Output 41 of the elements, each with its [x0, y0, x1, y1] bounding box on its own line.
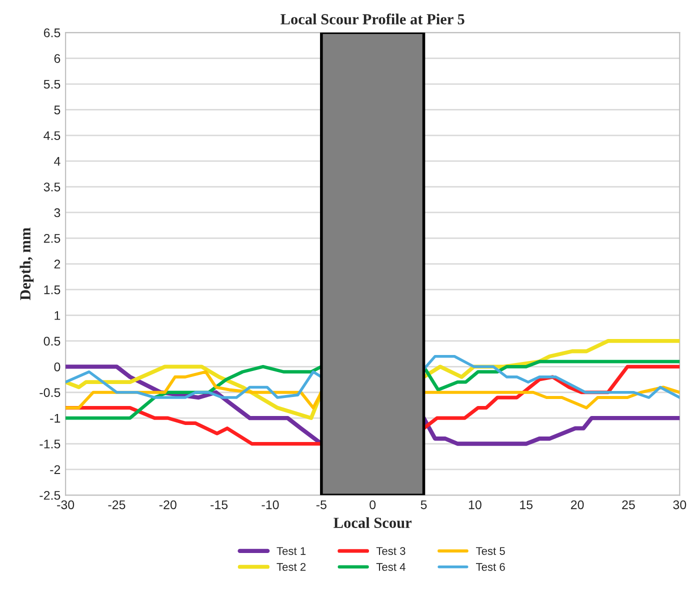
x-tick-label: 5 — [420, 500, 427, 510]
y-tick-label: 2.5 — [44, 234, 60, 243]
y-tick-label: 3.5 — [44, 182, 60, 192]
y-tick-label: 1 — [54, 311, 60, 320]
x-tick-label: -25 — [108, 500, 126, 510]
x-tick-label: -30 — [57, 500, 74, 510]
legend-label: Test 5 — [476, 547, 505, 555]
y-tick-label: 5 — [54, 106, 60, 114]
legend-label: Test 3 — [376, 547, 406, 555]
y-tick-label: 0.5 — [44, 336, 60, 346]
y-tick-label: 5.5 — [44, 80, 60, 89]
x-tick-label: -15 — [210, 500, 228, 510]
y-tick-label: -1 — [50, 414, 60, 423]
y-tick-label: -2.5 — [40, 490, 60, 500]
legend-label: Test 2 — [276, 562, 306, 571]
y-tick-label: -0.5 — [40, 388, 60, 398]
x-tick-label: -10 — [262, 500, 279, 510]
y-tick-label: 2 — [54, 260, 60, 268]
x-tick-label: 20 — [570, 500, 584, 510]
x-tick-label: -20 — [159, 500, 176, 510]
y-tick-label: 4.5 — [44, 131, 60, 140]
y-tick-label: 0 — [54, 362, 60, 372]
x-tick-label: 30 — [673, 500, 686, 510]
x-tick-label: -5 — [316, 500, 326, 510]
y-tick-label: 1.5 — [44, 286, 60, 294]
y-tick-label: 6 — [54, 54, 60, 63]
x-tick-label: 15 — [520, 500, 533, 510]
x-tick-label: 10 — [468, 500, 482, 510]
y-tick-label: 4 — [54, 157, 60, 166]
y-tick-label: -1.5 — [40, 440, 60, 448]
y-tick-label: -2 — [50, 465, 60, 474]
legend-label: Test 1 — [276, 547, 306, 555]
x-axis-title: Local Scour — [334, 517, 412, 528]
y-axis-title: Depth, mm — [20, 228, 34, 300]
x-tick-label: 25 — [622, 500, 635, 510]
legend-label: Test 6 — [476, 562, 505, 571]
x-tick-label: 0 — [370, 500, 376, 510]
y-tick-label: 3 — [54, 208, 60, 218]
legend-label: Test 4 — [376, 563, 406, 571]
chart-title: Local Scour Profile at Pier 5 — [280, 14, 464, 24]
y-tick-label: 6.5 — [44, 28, 60, 38]
